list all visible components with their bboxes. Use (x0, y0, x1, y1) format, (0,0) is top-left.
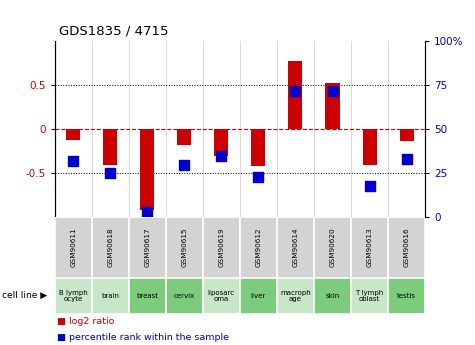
Text: macroph
age: macroph age (280, 289, 311, 302)
Bar (325, 83, 340, 129)
Text: GSM90620: GSM90620 (330, 228, 335, 267)
Text: GSM90612: GSM90612 (256, 228, 261, 267)
Text: GSM90619: GSM90619 (218, 228, 224, 267)
Text: B lymph
ocyte: B lymph ocyte (59, 289, 87, 302)
Bar (351, 217, 388, 278)
Text: GSM90613: GSM90613 (367, 228, 372, 267)
Bar (277, 217, 314, 278)
Point (69, 158, 77, 164)
Point (106, 171, 114, 176)
Bar (240, 217, 277, 278)
Point (255, 174, 262, 180)
Bar (288, 61, 303, 129)
Bar (240, 278, 277, 314)
Point (292, 88, 299, 93)
Bar (277, 278, 314, 314)
Bar (166, 278, 203, 314)
Text: GSM90617: GSM90617 (144, 228, 150, 267)
Bar (66, 129, 80, 140)
Text: cell line ▶: cell line ▶ (2, 291, 48, 300)
Point (403, 157, 410, 162)
Bar (103, 129, 117, 165)
Text: ■ percentile rank within the sample: ■ percentile rank within the sample (57, 333, 229, 342)
Text: GDS1835 / 4715: GDS1835 / 4715 (59, 25, 169, 38)
Bar (177, 129, 191, 145)
Bar (140, 129, 154, 210)
Bar (92, 217, 129, 278)
Bar (129, 217, 166, 278)
Bar (351, 278, 388, 314)
Text: GSM90614: GSM90614 (293, 228, 298, 267)
Text: liposarc
oma: liposarc oma (208, 289, 235, 302)
Bar (362, 129, 377, 165)
Text: breast: breast (136, 293, 158, 299)
Bar (314, 278, 351, 314)
Text: GSM90616: GSM90616 (404, 228, 409, 267)
Text: liver: liver (251, 293, 266, 299)
Bar (214, 129, 228, 156)
Text: skin: skin (325, 293, 340, 299)
Bar (388, 278, 425, 314)
Text: brain: brain (101, 293, 119, 299)
Point (143, 209, 151, 215)
Bar (92, 278, 129, 314)
Bar (388, 217, 425, 278)
Bar (166, 217, 203, 278)
Text: testis: testis (397, 293, 416, 299)
Text: cervix: cervix (174, 293, 195, 299)
Text: ■ log2 ratio: ■ log2 ratio (57, 317, 114, 326)
Text: GSM90611: GSM90611 (70, 228, 76, 267)
Point (180, 162, 188, 167)
Text: GSM90618: GSM90618 (107, 228, 113, 267)
Point (366, 183, 373, 188)
Bar (203, 278, 240, 314)
Point (329, 88, 336, 93)
Bar (314, 217, 351, 278)
Bar (129, 278, 166, 314)
Bar (399, 129, 414, 141)
Bar (55, 278, 92, 314)
Bar (203, 217, 240, 278)
Bar (251, 129, 266, 166)
Bar (55, 217, 92, 278)
Text: T lymph
oblast: T lymph oblast (355, 289, 384, 302)
Point (218, 153, 225, 159)
Text: GSM90615: GSM90615 (181, 228, 187, 267)
